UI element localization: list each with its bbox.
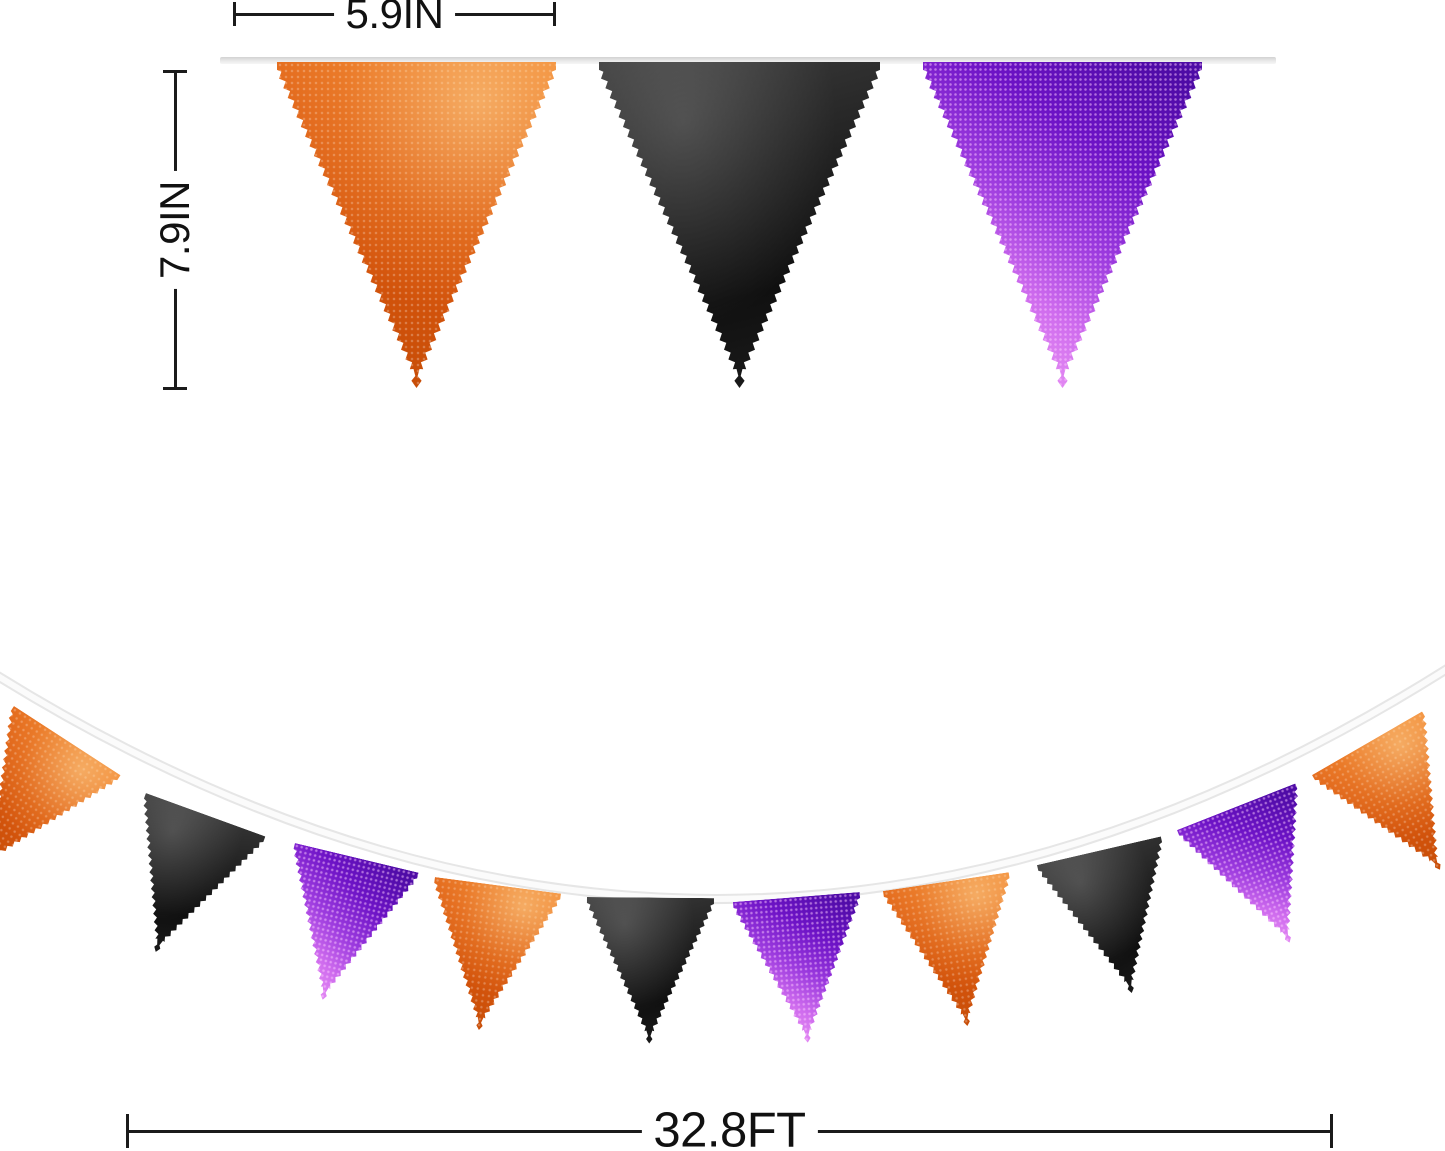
dimension-tick <box>553 2 556 26</box>
pennant-flag-orange <box>277 62 556 388</box>
height-dimension-label: 7.9IN <box>151 171 198 289</box>
length-dimension-label: 32.8FT <box>641 1106 818 1151</box>
dimension-tick <box>126 1114 129 1148</box>
pennant-flag-purple <box>1177 783 1349 966</box>
dimension-tick <box>163 387 187 390</box>
pennant-flag-orange <box>1312 712 1445 903</box>
dimension-tick <box>1330 1114 1333 1148</box>
pennant-flag-black <box>96 793 266 975</box>
pennant-flag-black <box>1037 836 1194 1008</box>
width-dimension-label: 5.9IN <box>333 0 456 35</box>
dimension-tick <box>233 2 236 26</box>
height-dimension-annotation: 7.9IN <box>151 70 198 390</box>
dimension-tick <box>163 70 187 73</box>
width-dimension-annotation: 5.9IN <box>233 0 556 35</box>
pennant-flag-orange <box>416 877 561 1039</box>
pennant-flag-orange <box>0 706 121 898</box>
length-dimension-annotation: 32.8FT <box>126 1106 1333 1151</box>
pennant-flag-purple <box>261 843 419 1016</box>
pennant-flag-purple <box>733 892 871 1049</box>
pennant-flag-purple <box>923 62 1202 388</box>
pennant-flag-black <box>599 62 880 388</box>
pennant-flag-black <box>586 897 714 1045</box>
pennant-flag-orange <box>883 872 1030 1036</box>
hanging-ribbon <box>220 57 1276 64</box>
